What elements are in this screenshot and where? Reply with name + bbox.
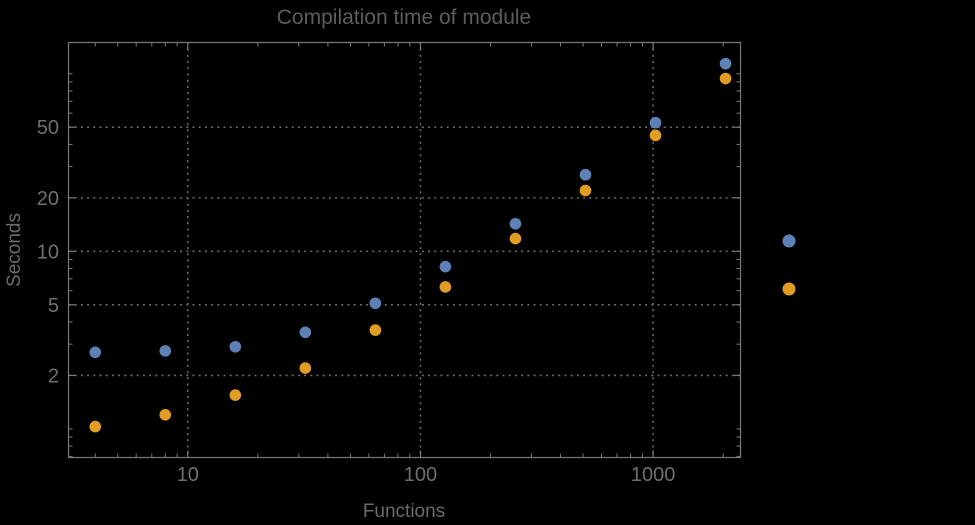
y-tick-label: 10	[37, 241, 59, 263]
data-point-orange-series	[509, 232, 522, 245]
data-point-orange-series	[719, 72, 732, 85]
data-point-blue-series	[509, 217, 522, 230]
y-axis-label: Seconds	[4, 213, 25, 287]
data-point-blue-series	[299, 326, 312, 339]
x-tick-label: 100	[404, 464, 437, 486]
data-point-orange-series	[229, 389, 242, 401]
y-tick-label: 5	[48, 295, 59, 317]
gridlines	[68, 42, 741, 458]
data-point-blue-series	[229, 340, 242, 353]
data-point-orange-series	[299, 362, 312, 374]
plot-frame	[67, 41, 742, 459]
data-point-blue-series	[89, 346, 102, 359]
blue-series-points	[89, 57, 732, 359]
x-tick-label: 1000	[631, 464, 676, 486]
data-point-blue-series	[159, 345, 172, 357]
data-point-blue-series	[719, 57, 732, 70]
y-tick-label: 2	[48, 365, 59, 387]
data-point-orange-series	[439, 281, 452, 293]
y-tick-label: 50	[37, 117, 59, 139]
data-point-orange-series	[649, 129, 662, 142]
data-point-blue-series	[369, 297, 382, 310]
orange-series-points	[89, 72, 732, 433]
y-tick-label: 20	[37, 188, 59, 210]
data-points	[89, 57, 732, 433]
legend-marker-1	[782, 282, 796, 296]
x-tick-label: 10	[177, 464, 199, 486]
data-point-orange-series	[579, 184, 592, 197]
data-point-orange-series	[369, 324, 382, 336]
data-point-orange-series	[89, 420, 102, 433]
legend-marker-0	[782, 234, 796, 248]
frame-ticks	[68, 42, 741, 458]
x-axis-label: Functions	[363, 501, 445, 522]
x-tick-labels: 10 100 1000	[177, 464, 676, 486]
data-point-blue-series	[439, 260, 452, 273]
data-point-blue-series	[649, 116, 662, 129]
y-tick-labels: 2 5 10 20 50	[37, 117, 59, 387]
chart-title: Compilation time of module	[277, 6, 531, 29]
data-point-orange-series	[159, 409, 172, 421]
legend	[782, 234, 796, 296]
data-point-blue-series	[579, 168, 592, 181]
